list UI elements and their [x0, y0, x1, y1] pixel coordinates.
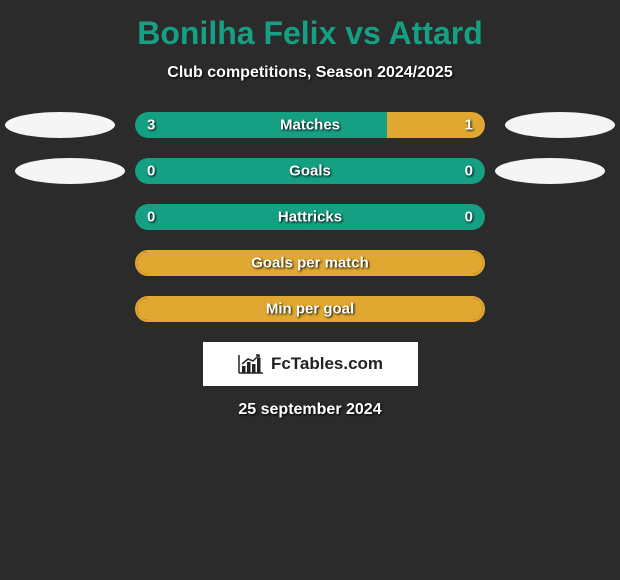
stat-value-left: 0 — [147, 209, 155, 226]
player-marker-right — [495, 158, 605, 184]
player2-name: Attard — [389, 15, 483, 51]
stat-value-right: 1 — [465, 117, 473, 134]
logo-text: FcTables.com — [271, 354, 383, 374]
comparison-widget: Bonilha Felix vs Attard Club competition… — [0, 0, 620, 429]
stat-label: Min per goal — [266, 301, 354, 318]
logo-box[interactable]: FcTables.com — [203, 342, 418, 386]
stat-label: Matches — [280, 117, 340, 134]
player1-name: Bonilha Felix — [137, 15, 336, 51]
stat-label: Goals — [289, 163, 331, 180]
stat-row: 3 1 Matches — [0, 112, 620, 138]
stat-bar: 0 0 Goals — [135, 158, 485, 184]
player-marker-left — [15, 158, 125, 184]
stat-label: Hattricks — [278, 209, 342, 226]
chart-icon — [237, 353, 265, 375]
stat-value-left: 3 — [147, 117, 155, 134]
date-text: 25 september 2024 — [0, 401, 620, 419]
stats-rows: 3 1 Matches 0 0 Goals 0 0 Hattricks Goals per mat… — [0, 112, 620, 322]
subtitle: Club competitions, Season 2024/2025 — [0, 64, 620, 82]
stat-bar: Min per goal — [135, 296, 485, 322]
page-title: Bonilha Felix vs Attard — [0, 15, 620, 52]
stat-row: Goals per match — [0, 250, 620, 276]
player-marker-right — [505, 112, 615, 138]
stat-bar: 0 0 Hattricks — [135, 204, 485, 230]
stat-label: Goals per match — [251, 255, 369, 272]
stat-value-right: 0 — [465, 163, 473, 180]
stat-value-right: 0 — [465, 209, 473, 226]
stat-row: Min per goal — [0, 296, 620, 322]
stat-bar: Goals per match — [135, 250, 485, 276]
player-marker-left — [5, 112, 115, 138]
stat-bar: 3 1 Matches — [135, 112, 485, 138]
stat-row: 0 0 Goals — [0, 158, 620, 184]
bar-left-fill — [135, 112, 387, 138]
vs-text: vs — [345, 15, 381, 51]
stat-value-left: 0 — [147, 163, 155, 180]
stat-row: 0 0 Hattricks — [0, 204, 620, 230]
